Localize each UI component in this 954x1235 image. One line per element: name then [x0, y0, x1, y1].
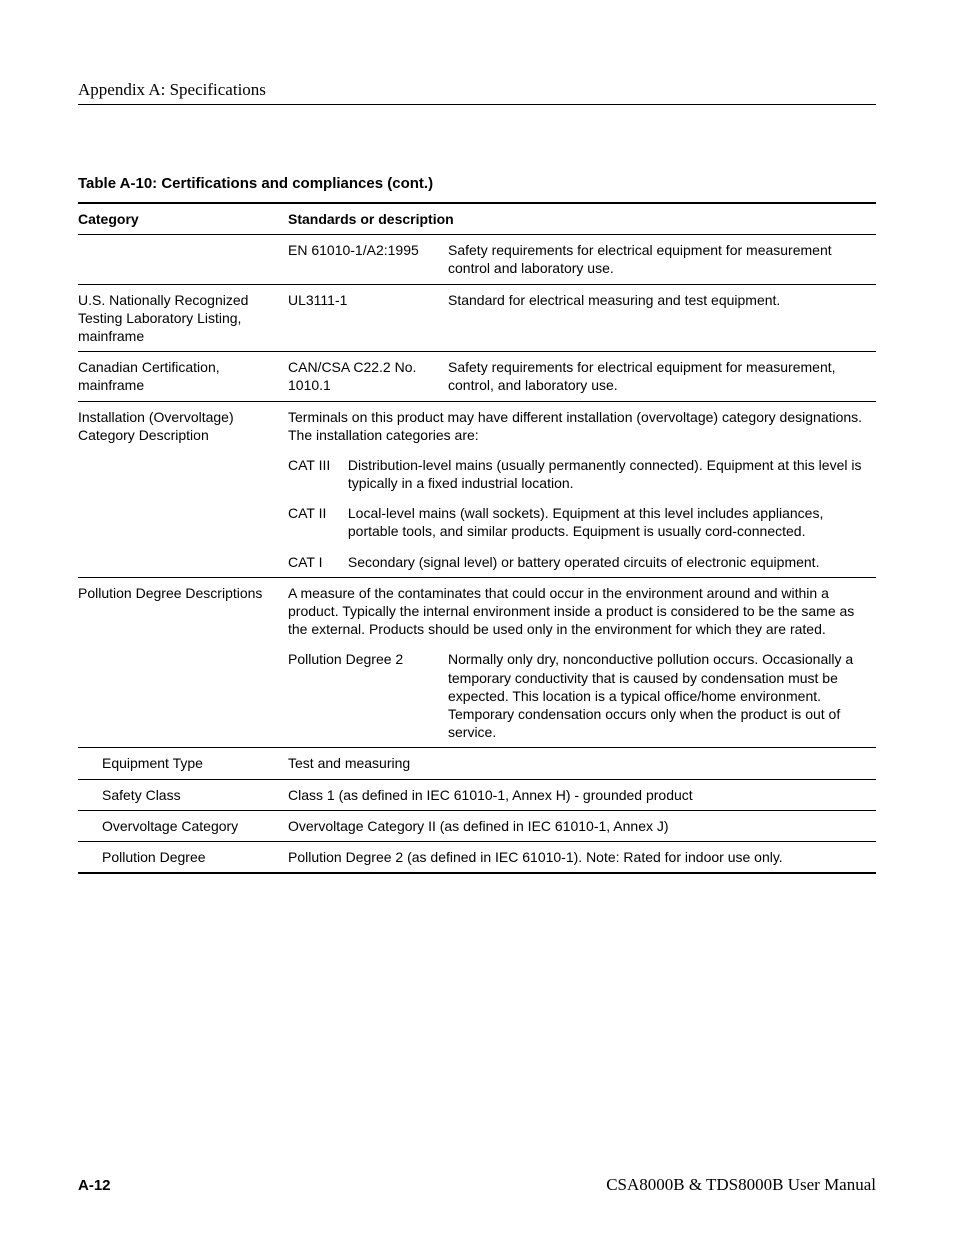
cat2-text: Local-level mains (wall sockets). Equipm…	[348, 504, 870, 540]
cell-intro: A measure of the contaminates that could…	[288, 577, 876, 644]
table-row: Equipment Type Test and measuring	[78, 748, 876, 779]
cell-category: Pollution Degree	[78, 841, 288, 873]
specifications-table: Category Standards or description EN 610…	[78, 202, 876, 874]
cell-cat1: CAT I Secondary (signal level) or batter…	[288, 547, 876, 578]
cell-category: Canadian Certification, mainframe	[78, 352, 288, 401]
cat2-label: CAT II	[288, 504, 344, 522]
cell-description: Test and measuring	[288, 748, 876, 779]
cell-pd-text: Normally only dry, nonconductive polluti…	[448, 644, 876, 747]
table-row: EN 61010-1/A2:1995 Safety requirements f…	[78, 235, 876, 284]
cell-category: Overvoltage Category	[78, 810, 288, 841]
table-row: Overvoltage Category Overvoltage Categor…	[78, 810, 876, 841]
table-row: Pollution Degree Descriptions A measure …	[78, 577, 876, 644]
cell-category: Equipment Type	[78, 748, 288, 779]
cell-description: Safety requirements for electrical equip…	[448, 352, 876, 401]
cell-pd-label: Pollution Degree 2	[288, 644, 448, 747]
table-row: Pollution Degree Pollution Degree 2 (as …	[78, 841, 876, 873]
table-header-row: Category Standards or description	[78, 203, 876, 235]
header-standards: Standards or description	[288, 203, 876, 235]
cell-description: Safety requirements for electrical equip…	[448, 235, 876, 284]
cat3-label: CAT III	[288, 456, 344, 474]
page-number: A-12	[78, 1177, 111, 1194]
cell-cat3: CAT III Distribution-level mains (usuall…	[288, 450, 876, 498]
cell-description: Overvoltage Category II (as defined in I…	[288, 810, 876, 841]
cat1-label: CAT I	[288, 553, 344, 571]
table-row: Installation (Overvoltage) Category Desc…	[78, 401, 876, 450]
cell-standard: CAN/CSA C22.2 No. 1010.1	[288, 352, 448, 401]
table-row: Canadian Certification, mainframe CAN/CS…	[78, 352, 876, 401]
cell-cat2: CAT II Local-level mains (wall sockets).…	[288, 498, 876, 546]
manual-title: CSA8000B & TDS8000B User Manual	[606, 1175, 876, 1195]
running-head: Appendix A: Specifications	[78, 80, 876, 105]
cell-description: Pollution Degree 2 (as defined in IEC 61…	[288, 841, 876, 873]
cell-description: Standard for electrical measuring and te…	[448, 284, 876, 352]
cell-standard: EN 61010-1/A2:1995	[288, 235, 448, 284]
table-row: U.S. Nationally Recognized Testing Labor…	[78, 284, 876, 352]
cat3-text: Distribution-level mains (usually perman…	[348, 456, 870, 492]
table-title: Table A-10: Certifications and complianc…	[78, 175, 876, 192]
cell-category	[78, 235, 288, 284]
table-row: Safety Class Class 1 (as defined in IEC …	[78, 779, 876, 810]
page-footer: A-12 CSA8000B & TDS8000B User Manual	[78, 1175, 876, 1195]
header-category: Category	[78, 203, 288, 235]
cell-standard: UL3111-1	[288, 284, 448, 352]
cell-category: Pollution Degree Descriptions	[78, 577, 288, 748]
cell-category: Safety Class	[78, 779, 288, 810]
cell-description: Class 1 (as defined in IEC 61010-1, Anne…	[288, 779, 876, 810]
cell-intro: Terminals on this product may have diffe…	[288, 401, 876, 450]
cell-category: Installation (Overvoltage) Category Desc…	[78, 401, 288, 577]
cell-category: U.S. Nationally Recognized Testing Labor…	[78, 284, 288, 352]
cat1-text: Secondary (signal level) or battery oper…	[348, 553, 870, 571]
